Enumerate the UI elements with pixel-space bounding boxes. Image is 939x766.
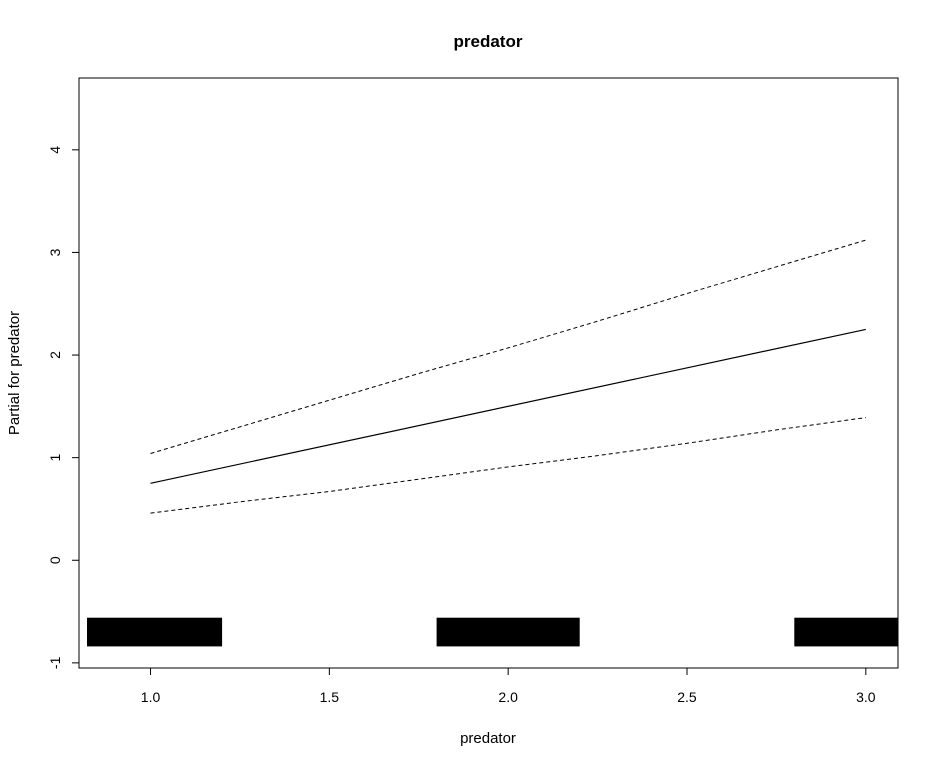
upper-confidence-band <box>150 239 866 454</box>
rug-mark <box>87 617 223 647</box>
x-tick-label: 2.0 <box>498 689 518 705</box>
y-tick-label: 4 <box>47 146 63 154</box>
lower-confidence-band <box>150 417 866 514</box>
series-layer <box>150 239 866 514</box>
y-tick-label: -1 <box>47 656 63 669</box>
rug-mark <box>794 617 898 647</box>
x-tick-label: 1.0 <box>141 689 161 705</box>
plot-frame <box>78 77 899 669</box>
x-tick-label: 1.5 <box>320 689 340 705</box>
x-axis: 1.0 1.5 2.0 2.5 3.0 <box>141 668 876 705</box>
chart-title: predator <box>454 32 523 51</box>
rug-layer <box>87 617 898 647</box>
y-tick-label: 0 <box>47 556 63 564</box>
rug-mark <box>436 617 580 647</box>
fitted-line <box>150 328 866 484</box>
x-tick-label: 2.5 <box>677 689 697 705</box>
y-axis-label: Partial for predator <box>6 311 23 435</box>
x-axis-label: predator <box>460 730 516 747</box>
y-tick-label: 3 <box>47 248 63 256</box>
x-tick-label: 3.0 <box>856 689 876 705</box>
y-tick-label: 1 <box>47 454 63 462</box>
y-axis: -1 0 1 2 3 4 <box>47 146 79 669</box>
y-tick-label: 2 <box>47 351 63 359</box>
